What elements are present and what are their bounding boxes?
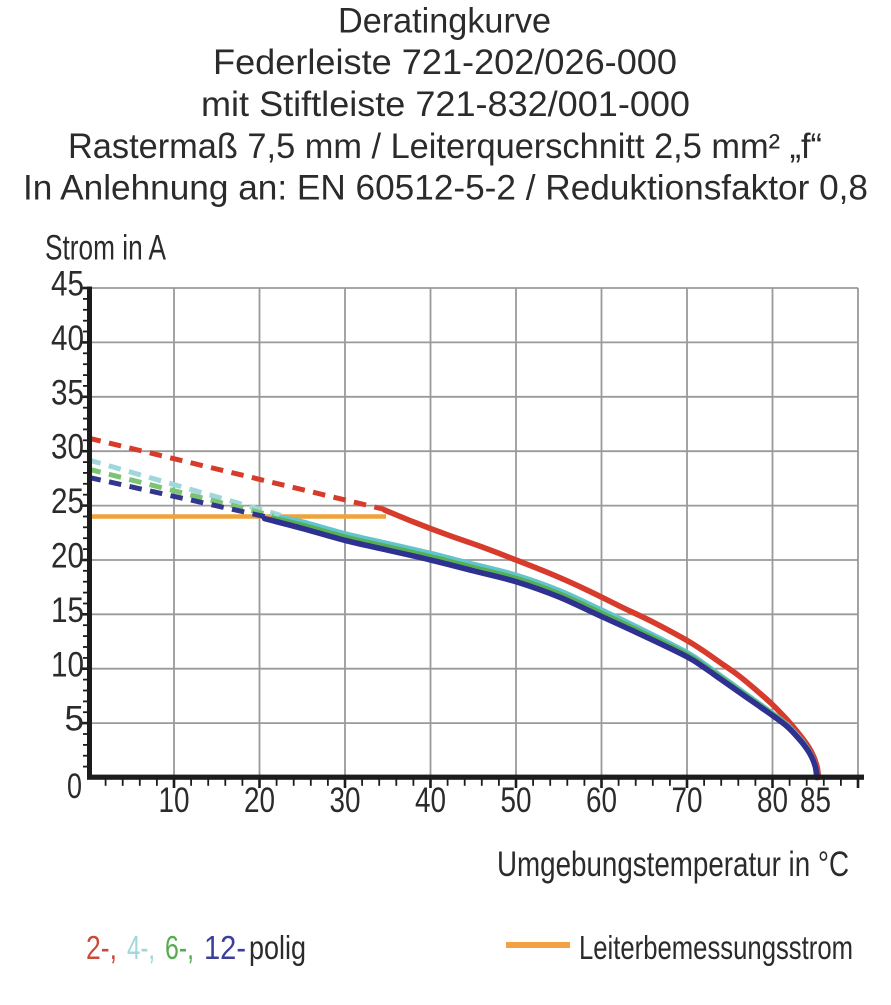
svg-text:12-: 12-: [204, 929, 246, 966]
svg-text:15: 15: [51, 591, 84, 630]
svg-text:5: 5: [65, 700, 84, 739]
svg-text:20: 20: [51, 537, 84, 576]
svg-text:Leiterbemessungsstrom: Leiterbemessungsstrom: [579, 929, 853, 966]
svg-text:40: 40: [415, 781, 446, 820]
svg-text:80: 80: [757, 781, 788, 820]
svg-text:35: 35: [51, 373, 84, 412]
svg-text:40: 40: [51, 319, 84, 358]
svg-text:50: 50: [501, 781, 532, 820]
svg-text:mit Stiftleiste 721-832/001-00: mit Stiftleiste 721-832/001-000: [201, 85, 690, 124]
svg-text:20: 20: [244, 781, 275, 820]
svg-text:60: 60: [586, 781, 617, 820]
svg-text:25: 25: [51, 482, 84, 521]
svg-text:10: 10: [159, 781, 190, 820]
svg-text:Umgebungstemperatur in °C: Umgebungstemperatur in °C: [497, 845, 849, 884]
svg-text:Strom in A: Strom in A: [45, 229, 166, 268]
svg-text:Rastermaß 7,5 mm / Leiterquers: Rastermaß 7,5 mm / Leiterquerschnitt 2,5…: [68, 127, 822, 166]
svg-text:6-,: 6-,: [165, 929, 194, 966]
svg-text:10: 10: [51, 645, 84, 684]
svg-text:4-,: 4-,: [127, 929, 155, 966]
svg-text:0: 0: [67, 767, 82, 806]
svg-text:45: 45: [51, 265, 84, 304]
svg-text:85: 85: [800, 781, 831, 820]
svg-text:30: 30: [330, 781, 361, 820]
svg-text:Deratingkurve: Deratingkurve: [338, 2, 551, 41]
svg-text:In Anlehnung an: EN 60512-5-2: In Anlehnung an: EN 60512-5-2 / Reduktio…: [23, 169, 868, 208]
svg-text:70: 70: [672, 781, 703, 820]
svg-text:30: 30: [51, 428, 84, 467]
svg-text:polig: polig: [249, 929, 306, 966]
svg-text:Federleiste 721-202/026-000: Federleiste 721-202/026-000: [213, 43, 677, 82]
svg-text:2-,: 2-,: [86, 929, 117, 966]
